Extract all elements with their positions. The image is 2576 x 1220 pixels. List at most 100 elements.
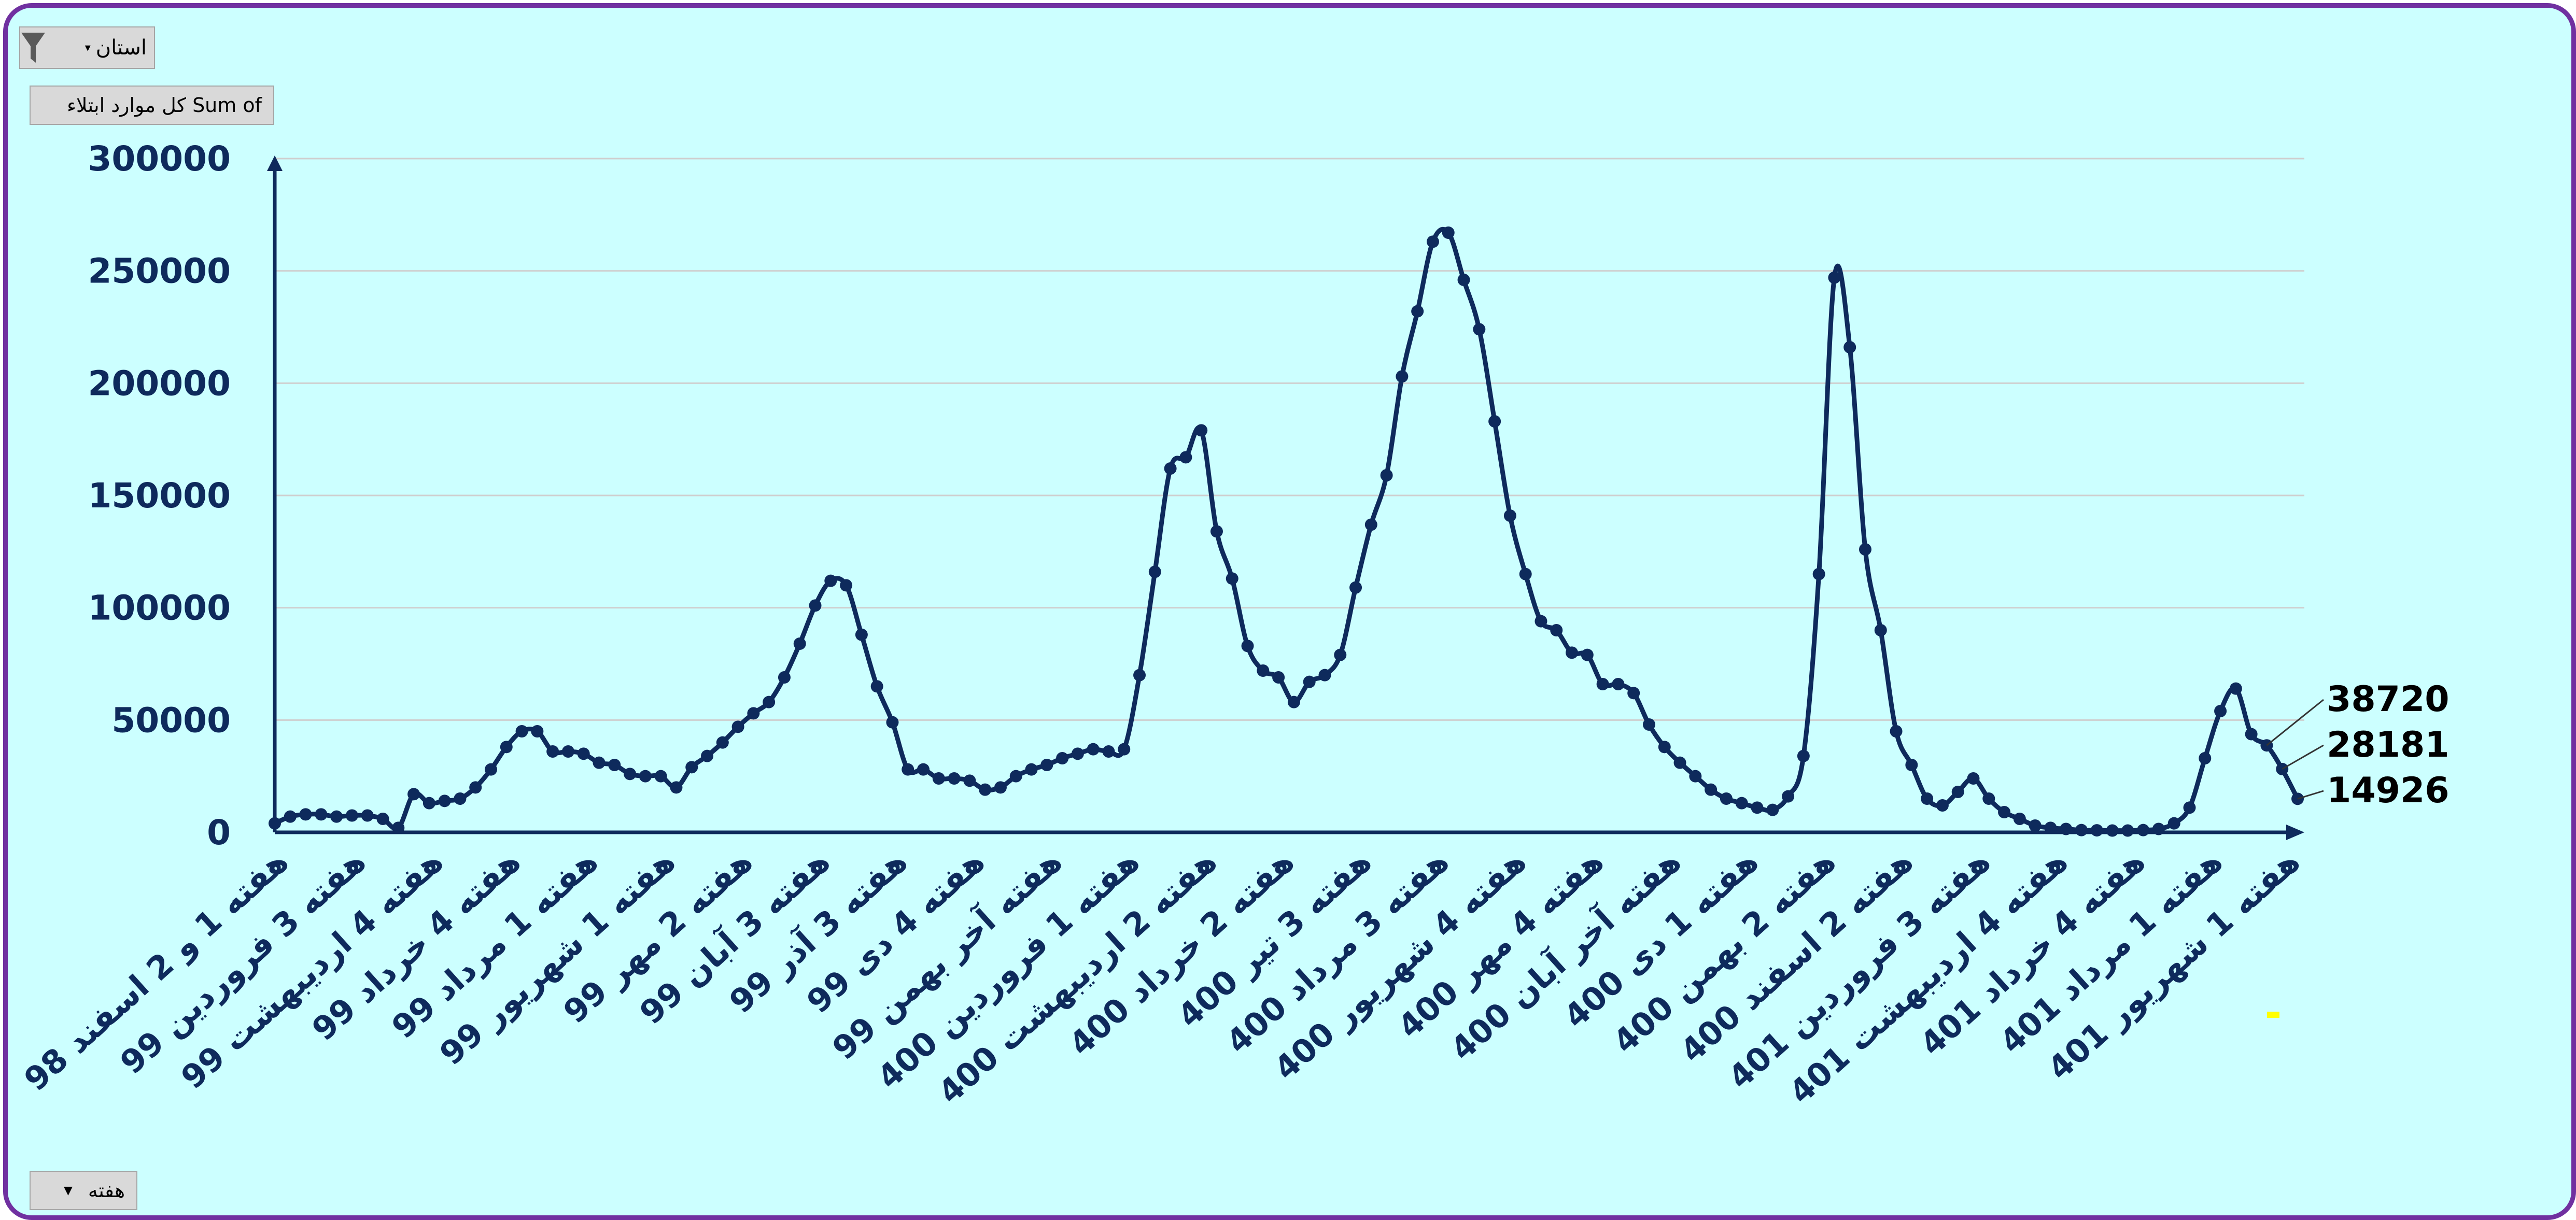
data-point <box>1287 696 1300 708</box>
week-field-label: هفته <box>88 1179 125 1202</box>
data-point <box>994 781 1007 794</box>
data-point <box>1118 743 1131 756</box>
y-tick-label: 300000 <box>88 139 231 179</box>
data-point <box>1936 799 1949 812</box>
data-point <box>330 810 343 823</box>
data-point <box>2229 682 2242 695</box>
data-point <box>2167 817 2180 830</box>
data-point <box>531 725 544 737</box>
data-point <box>1921 792 1934 805</box>
data-point <box>469 781 482 794</box>
y-tick-label: 150000 <box>88 476 231 516</box>
data-point <box>1998 806 2011 818</box>
data-point <box>1550 624 1563 636</box>
data-point <box>1812 568 1825 580</box>
data-point <box>1133 669 1146 682</box>
chevron-down-icon: ▼ <box>63 1184 73 1197</box>
data-point <box>1735 797 1748 810</box>
data-point <box>1025 763 1038 776</box>
data-point <box>2245 728 2258 741</box>
province-filter-label: استان <box>95 36 147 60</box>
data-point <box>1303 675 1316 688</box>
data-point <box>2060 822 2073 835</box>
data-point <box>1210 525 1223 538</box>
data-point <box>1642 718 1655 731</box>
y-tick-label: 100000 <box>88 588 231 628</box>
data-point <box>1396 370 1409 383</box>
data-point <box>1040 759 1053 771</box>
data-point <box>2199 752 2212 764</box>
data-point <box>1503 509 1516 522</box>
data-point <box>2214 705 2227 717</box>
data-point <box>747 707 760 720</box>
data-point <box>1442 226 1455 239</box>
data-point <box>593 756 606 769</box>
data-point <box>2090 824 2103 837</box>
series-line <box>274 226 2300 833</box>
data-point <box>407 788 420 801</box>
data-point <box>2044 821 2057 834</box>
data-point <box>561 745 574 758</box>
data-point <box>701 749 714 762</box>
data-point <box>1951 786 1964 798</box>
chart-frame: استان ▾ Sum of کل موارد ابتلاء هفته ▼ <box>3 3 2576 1220</box>
data-point <box>546 745 559 758</box>
data-point <box>1782 790 1795 803</box>
y-tick-label: 0 <box>207 813 231 853</box>
data-point <box>1612 678 1625 690</box>
x-axis-arrow <box>2286 825 2304 840</box>
data-point <box>763 696 776 708</box>
data-point <box>1056 752 1069 764</box>
data-point <box>1318 669 1331 682</box>
data-point <box>1148 565 1161 578</box>
data-point <box>1334 648 1347 661</box>
data-point <box>1535 615 1547 628</box>
data-point <box>1566 646 1579 659</box>
sum-field-label: Sum of کل موارد ابتلاء <box>66 94 262 117</box>
week-field-button[interactable]: هفته ▼ <box>30 1171 137 1210</box>
data-point <box>315 808 328 821</box>
data-point <box>1380 469 1393 481</box>
data-label: 28181 <box>2327 725 2450 765</box>
data-point <box>345 809 358 822</box>
data-point <box>1627 687 1640 700</box>
data-point <box>1411 305 1424 318</box>
data-point <box>2137 824 2150 836</box>
data-point <box>1890 725 1903 737</box>
data-label: 38720 <box>2327 679 2450 720</box>
data-point <box>809 599 822 612</box>
data-point <box>870 680 883 693</box>
data-point <box>1272 671 1285 684</box>
data-point <box>2075 824 2088 836</box>
data-point <box>840 579 853 592</box>
data-point <box>515 725 528 737</box>
data-point <box>1087 743 1100 756</box>
data-point <box>793 637 806 650</box>
data-point <box>654 770 667 783</box>
data-point <box>423 797 435 810</box>
funnel-icon <box>21 33 45 63</box>
data-label-leader <box>2282 744 2324 770</box>
data-point <box>1488 415 1501 428</box>
data-point <box>361 809 374 822</box>
data-point <box>2183 801 2196 814</box>
sum-field-button[interactable]: Sum of کل موارد ابتلاء <box>30 86 274 125</box>
data-point <box>1673 756 1686 769</box>
data-point <box>1195 424 1208 437</box>
data-point <box>1179 451 1192 464</box>
data-point <box>1705 783 1718 796</box>
data-point <box>1102 745 1115 758</box>
data-point <box>1766 803 1779 816</box>
data-point <box>1843 341 1856 353</box>
data-point <box>886 716 899 729</box>
y-tick-label: 250000 <box>88 251 231 291</box>
y-axis-arrow <box>267 155 283 171</box>
data-point <box>855 628 868 641</box>
data-label-leader <box>2266 699 2324 746</box>
data-point <box>1349 581 1362 594</box>
data-point <box>1828 271 1841 284</box>
data-point <box>1581 648 1594 661</box>
province-filter-button[interactable]: استان ▾ <box>19 26 155 69</box>
data-point <box>1257 664 1270 677</box>
data-point <box>1751 801 1764 814</box>
